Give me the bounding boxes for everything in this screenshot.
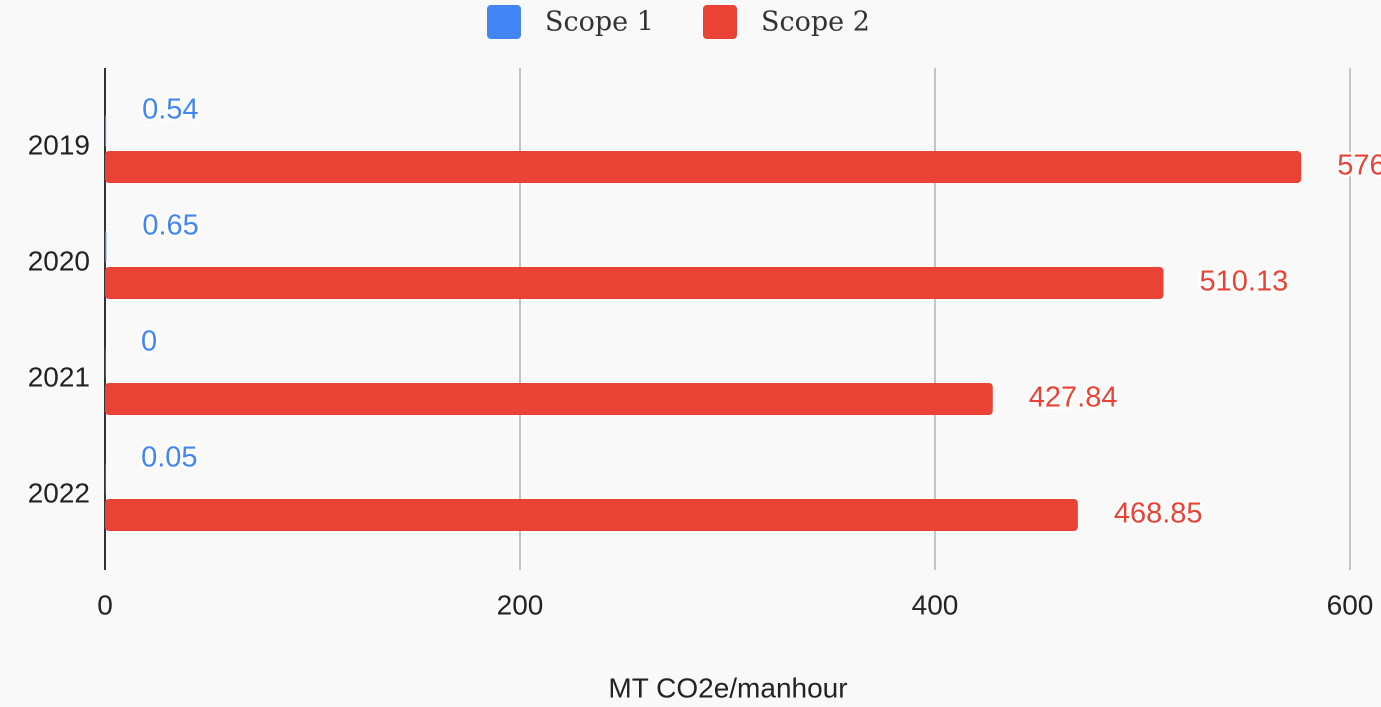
data-label: 0.54 xyxy=(142,94,198,126)
legend-swatch xyxy=(487,5,521,39)
data-label: 0 xyxy=(141,326,157,358)
legend-swatch xyxy=(703,5,737,39)
bar xyxy=(105,463,106,495)
x-tick-label: 0 xyxy=(97,589,113,620)
y-tick-label: 2022 xyxy=(28,477,90,508)
data-label: 427.84 xyxy=(1029,382,1118,414)
bar xyxy=(105,383,993,415)
data-label: 510.13 xyxy=(1200,266,1289,298)
bar xyxy=(105,231,107,263)
bar xyxy=(105,115,107,147)
x-tick-label: 600 xyxy=(1327,589,1374,620)
data-label: 468.85 xyxy=(1114,498,1203,530)
x-tick-label: 400 xyxy=(912,589,959,620)
y-tick-label: 2020 xyxy=(28,245,90,276)
y-tick-label: 2021 xyxy=(28,361,90,392)
bar xyxy=(105,267,1164,299)
bar xyxy=(105,347,106,379)
y-tick-label: 2019 xyxy=(28,129,90,160)
legend-label: Scope 1 xyxy=(545,7,654,38)
bar xyxy=(105,499,1078,531)
legend-label: Scope 2 xyxy=(761,7,870,38)
x-tick-label: 200 xyxy=(497,589,544,620)
data-label: 0.05 xyxy=(141,442,197,474)
data-label: 576.5 xyxy=(1337,150,1381,182)
data-label: 0.65 xyxy=(142,210,198,242)
bar xyxy=(105,151,1302,183)
x-axis-title: MT CO2e/manhour xyxy=(608,672,847,703)
